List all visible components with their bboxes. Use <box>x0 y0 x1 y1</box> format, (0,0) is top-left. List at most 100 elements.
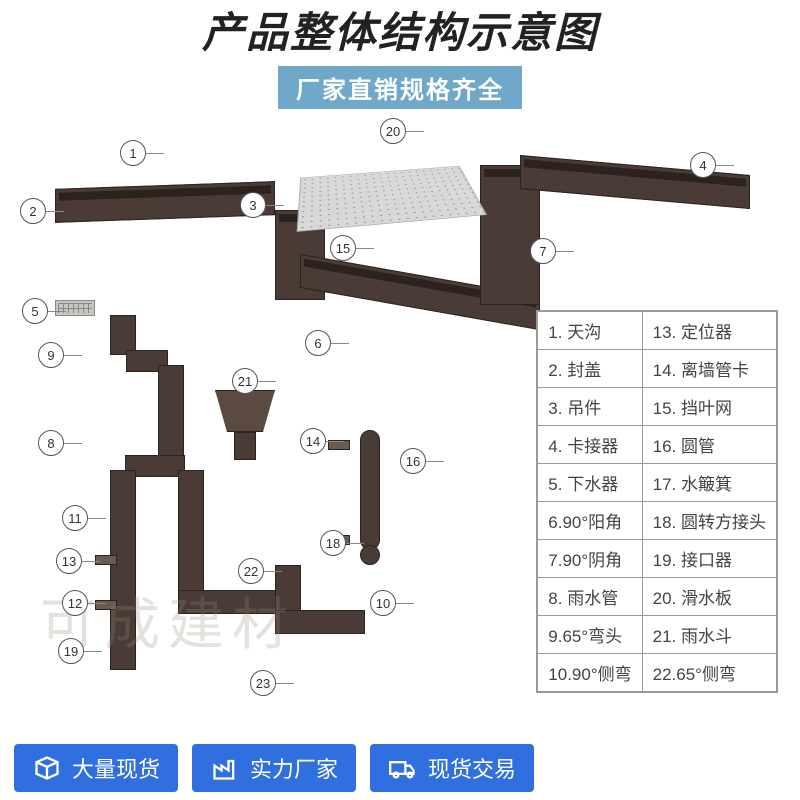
page-root: 产品整体结构示意图 厂家直销规格齐全 可成建材 1234567891011121… <box>0 0 800 800</box>
legend-cell: 1. 天沟 <box>538 312 642 350</box>
footer-badge: 实力厂家 <box>192 744 356 792</box>
badge-label: 现货交易 <box>428 752 516 784</box>
callout-12: 12 <box>62 590 88 616</box>
round-pipe <box>360 430 380 550</box>
rain-funnel <box>215 390 275 460</box>
truck-icon <box>388 753 418 783</box>
leader-line <box>264 571 282 572</box>
legend-cell: 19. 接口器 <box>642 540 776 578</box>
legend-cell: 10.90°侧弯 <box>538 654 642 692</box>
callout-9: 9 <box>38 342 64 368</box>
outlet-drain <box>55 300 95 316</box>
callout-15: 15 <box>330 235 356 261</box>
legend-row: 6.90°阳角18. 圆转方接头 <box>538 502 777 540</box>
callout-13: 13 <box>56 548 82 574</box>
square-pipe <box>178 590 288 614</box>
footer-badges: 大量现货 实力厂家 现货交易 <box>0 736 800 800</box>
leader-line <box>88 518 106 519</box>
legend-cell: 13. 定位器 <box>642 312 776 350</box>
callout-5: 5 <box>22 298 48 324</box>
legend-cell: 2. 封盖 <box>538 350 642 388</box>
callout-22: 22 <box>238 558 264 584</box>
leader-line <box>266 205 284 206</box>
leader-line <box>82 561 100 562</box>
leader-line <box>84 651 102 652</box>
callout-20: 20 <box>380 118 406 144</box>
legend-cell: 15. 挡叶网 <box>642 388 776 426</box>
leader-line <box>556 251 574 252</box>
legend-row: 8. 雨水管20. 滑水板 <box>538 578 777 616</box>
legend-row: 1. 天沟13. 定位器 <box>538 312 777 350</box>
leader-line <box>146 153 164 154</box>
legend-row: 5. 下水器17. 水簸箕 <box>538 464 777 502</box>
box-icon <box>32 753 62 783</box>
square-pipe <box>275 610 365 634</box>
legend-cell: 9.65°弯头 <box>538 616 642 654</box>
leader-line <box>64 355 82 356</box>
callout-11: 11 <box>62 505 88 531</box>
leader-line <box>331 343 349 344</box>
pipe-clip <box>95 555 117 565</box>
square-pipe <box>110 470 136 670</box>
legend-cell: 17. 水簸箕 <box>642 464 776 502</box>
round-pipe <box>360 545 380 565</box>
footer-badge: 大量现货 <box>14 744 178 792</box>
legend-cell: 21. 雨水斗 <box>642 616 776 654</box>
legend-cell: 6.90°阳角 <box>538 502 642 540</box>
legend-cell: 18. 圆转方接头 <box>642 502 776 540</box>
legend-cell: 8. 雨水管 <box>538 578 642 616</box>
legend-cell: 14. 离墙管卡 <box>642 350 776 388</box>
leader-line <box>716 165 734 166</box>
callout-8: 8 <box>38 430 64 456</box>
legend-cell: 22.65°侧弯 <box>642 654 776 692</box>
legend-row: 7.90°阴角19. 接口器 <box>538 540 777 578</box>
legend-cell: 7.90°阴角 <box>538 540 642 578</box>
callout-4: 4 <box>690 152 716 178</box>
badge-label: 实力厂家 <box>250 752 338 784</box>
legend-cell: 3. 吊件 <box>538 388 642 426</box>
badge-label: 大量现货 <box>72 752 160 784</box>
legend-cell: 5. 下水器 <box>538 464 642 502</box>
legend-cell: 4. 卡接器 <box>538 426 642 464</box>
leader-line <box>426 461 444 462</box>
leader-line <box>346 543 364 544</box>
subtitle-wrap: 厂家直销规格齐全 <box>0 66 800 109</box>
legend-row: 4. 卡接器16. 圆管 <box>538 426 777 464</box>
leader-line <box>46 211 64 212</box>
pipe-clip <box>95 600 117 610</box>
callout-3: 3 <box>240 192 266 218</box>
callout-6: 6 <box>305 330 331 356</box>
leader-line <box>406 131 424 132</box>
callout-1: 1 <box>120 140 146 166</box>
square-pipe <box>275 565 301 615</box>
leaf-guard-mesh <box>297 166 487 232</box>
square-pipe <box>158 365 184 465</box>
leader-line <box>276 683 294 684</box>
square-pipe <box>178 470 204 600</box>
callout-14: 14 <box>300 428 326 454</box>
callout-23: 23 <box>250 670 276 696</box>
legend-table: 1. 天沟13. 定位器2. 封盖14. 离墙管卡3. 吊件15. 挡叶网4. … <box>536 310 778 693</box>
factory-icon <box>210 753 240 783</box>
page-subtitle: 厂家直销规格齐全 <box>278 66 522 109</box>
callout-2: 2 <box>20 198 46 224</box>
legend-row: 2. 封盖14. 离墙管卡 <box>538 350 777 388</box>
leader-line <box>326 441 344 442</box>
legend-row: 10.90°侧弯22.65°侧弯 <box>538 654 777 692</box>
leader-line <box>258 381 276 382</box>
callout-16: 16 <box>400 448 426 474</box>
leader-line <box>356 248 374 249</box>
legend-cell: 16. 圆管 <box>642 426 776 464</box>
square-pipe <box>110 315 136 355</box>
leader-line <box>88 603 106 604</box>
callout-21: 21 <box>232 368 258 394</box>
legend-row: 9.65°弯头21. 雨水斗 <box>538 616 777 654</box>
footer-badge: 现货交易 <box>370 744 534 792</box>
callout-7: 7 <box>530 238 556 264</box>
legend-row: 3. 吊件15. 挡叶网 <box>538 388 777 426</box>
leader-line <box>48 311 66 312</box>
leader-line <box>64 443 82 444</box>
legend-cell: 20. 滑水板 <box>642 578 776 616</box>
callout-10: 10 <box>370 590 396 616</box>
callout-19: 19 <box>58 638 84 664</box>
